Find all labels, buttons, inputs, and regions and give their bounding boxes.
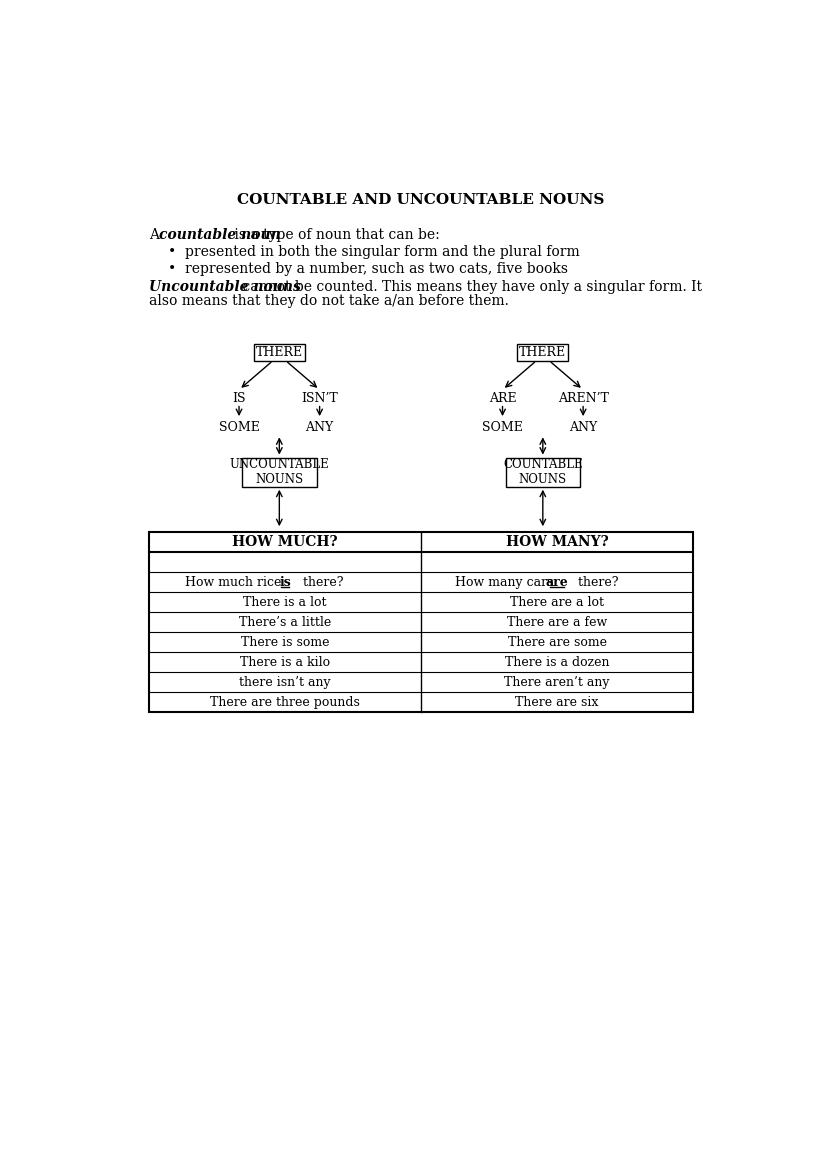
Text: THERE: THERE xyxy=(519,346,566,359)
Text: is: is xyxy=(279,576,291,589)
Text: •  represented by a number, such as two cats, five books: • represented by a number, such as two c… xyxy=(168,262,568,276)
Bar xyxy=(149,532,693,712)
Text: HOW MUCH?: HOW MUCH? xyxy=(232,535,338,549)
Text: A: A xyxy=(149,228,163,242)
Text: AREN’T: AREN’T xyxy=(557,392,608,406)
Text: Uncountable nouns: Uncountable nouns xyxy=(149,279,300,293)
Bar xyxy=(254,344,305,360)
Text: are: are xyxy=(546,576,568,589)
Text: There are a lot: There are a lot xyxy=(510,596,604,609)
Text: There is a dozen: There is a dozen xyxy=(505,656,609,669)
Text: ANY: ANY xyxy=(305,421,334,435)
Text: UNCOUNTABLE
NOUNS: UNCOUNTABLE NOUNS xyxy=(229,458,329,486)
Text: countable noun: countable noun xyxy=(159,228,281,242)
Text: THERE: THERE xyxy=(256,346,303,359)
Bar xyxy=(242,457,317,486)
Text: ISN’T: ISN’T xyxy=(301,392,338,406)
Text: IS: IS xyxy=(232,392,245,406)
Text: How much rice: How much rice xyxy=(185,576,285,589)
Text: There are three pounds: There are three pounds xyxy=(210,696,360,708)
Text: How many cars: How many cars xyxy=(455,576,557,589)
Text: SOME: SOME xyxy=(218,421,259,435)
Text: There are a few: There are a few xyxy=(507,616,608,629)
Bar xyxy=(506,457,580,486)
Text: there?: there? xyxy=(299,576,343,589)
Text: There are six: There are six xyxy=(516,696,599,708)
Text: there?: there? xyxy=(574,576,619,589)
Text: COUNTABLE
NOUNS: COUNTABLE NOUNS xyxy=(503,458,583,486)
Text: SOME: SOME xyxy=(482,421,523,435)
Text: there isn’t any: there isn’t any xyxy=(240,676,331,689)
Bar xyxy=(517,344,568,360)
Text: COUNTABLE AND UNCOUNTABLE NOUNS: COUNTABLE AND UNCOUNTABLE NOUNS xyxy=(237,193,605,207)
Text: There is a kilo: There is a kilo xyxy=(240,656,330,669)
Text: There is some: There is some xyxy=(241,636,329,649)
Text: ANY: ANY xyxy=(569,421,597,435)
Text: cannot be counted. This means they have only a singular form. It: cannot be counted. This means they have … xyxy=(238,279,702,293)
Text: is a type of noun that can be:: is a type of noun that can be: xyxy=(231,228,440,242)
Text: also means that they do not take a/an before them.: also means that they do not take a/an be… xyxy=(149,293,509,307)
Text: •  presented in both the singular form and the plural form: • presented in both the singular form an… xyxy=(168,245,580,260)
Text: ARE: ARE xyxy=(488,392,516,406)
Text: There is a lot: There is a lot xyxy=(243,596,327,609)
Text: There’s a little: There’s a little xyxy=(239,616,331,629)
Text: There are some: There are some xyxy=(507,636,607,649)
Text: There aren’t any: There aren’t any xyxy=(504,676,610,689)
Text: HOW MANY?: HOW MANY? xyxy=(506,535,608,549)
